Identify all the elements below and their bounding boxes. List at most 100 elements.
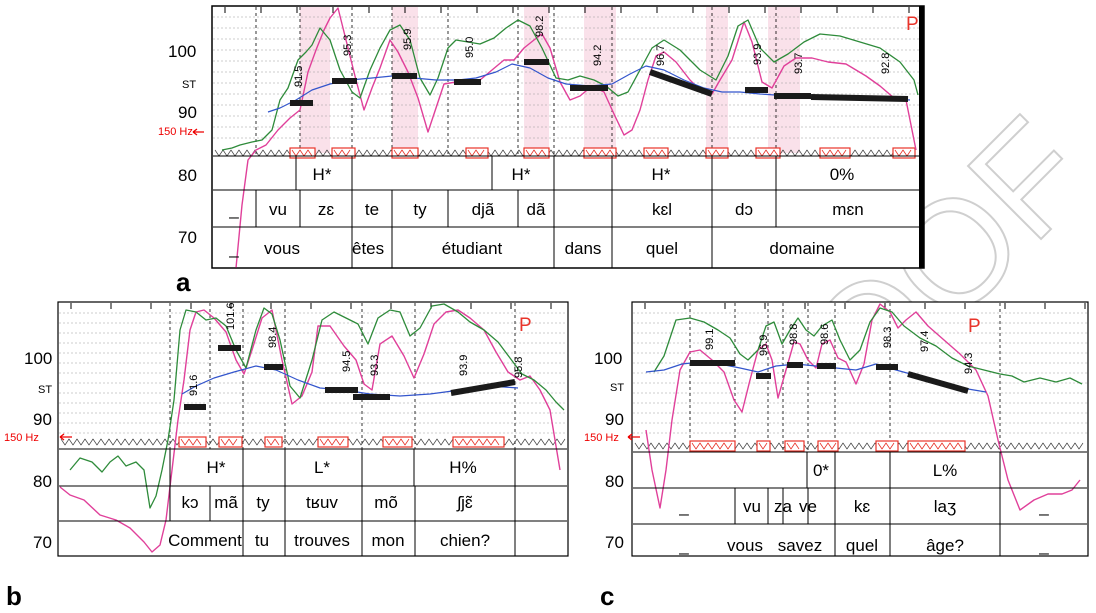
panel-a-grid (213, 7, 919, 159)
b-syllable-label: ty (256, 493, 270, 512)
a-nucleus-box (331, 147, 356, 159)
b-value-label: 94.5 (341, 351, 353, 372)
c-nucleus-box (907, 440, 966, 452)
b-stylized-segment (450, 379, 516, 396)
c-syllable-label: vu (743, 497, 761, 516)
a-value-label: 93.9 (752, 44, 764, 65)
panel-a-frame (211, 5, 925, 269)
panel-a-tiers: H* H* H* 0%_ vu zɛ te ty djã dã kɛl dɔ mɛn_ vous êtes é… (213, 155, 919, 269)
panel-b-marks: 91.6 101.6 98.4 94.5 93.3 93.9 95.8 (59, 302, 565, 553)
a-syllable-label: ty (413, 200, 427, 219)
a-freq-arrow (192, 128, 204, 136)
a-value-label: 95.3 (342, 35, 354, 56)
panel-b-letter: b (6, 581, 22, 611)
b-nucleus-box (264, 436, 283, 448)
c-value-label: 94.3 (963, 353, 975, 374)
b-p-marker: P (519, 315, 532, 336)
c-f0-green (653, 307, 1083, 385)
c-nucleus-hatch (691, 442, 733, 450)
a-tone-label: 0% (830, 165, 855, 184)
a-pink-band (584, 7, 616, 153)
b-word-label: Comment (168, 531, 242, 550)
a-pink-band (524, 7, 549, 153)
a-value-label: 94.2 (592, 45, 604, 66)
c-syllable-label: _ (678, 497, 689, 516)
a-syllable-label: zɛ (318, 200, 335, 219)
b-nucleus-hatch (319, 438, 345, 446)
a-f0-green (221, 19, 919, 151)
b-nucleus-box (218, 436, 243, 448)
b-nucleus-hatch (266, 438, 280, 446)
panel-a-marks: 91.5 95.3 95.9 95.0 98.2 94.2 96.7 93.9 93.7 92.8 (221, 7, 919, 269)
c-ytick-80: 80 (605, 472, 624, 491)
a-pink-band (768, 7, 800, 153)
b-value-label: 93.3 (369, 355, 381, 376)
c-syllable-label: _ (1038, 497, 1049, 516)
a-value-label: 91.5 (293, 66, 305, 87)
c-nucleus-hatch (877, 442, 895, 450)
b-ylabel: ST (38, 384, 52, 396)
c-word-label: _ (1038, 536, 1049, 555)
c-nucleus-box (784, 440, 805, 452)
b-value-label: 101.6 (225, 302, 237, 330)
a-value-label: 93.7 (793, 53, 805, 74)
panel-a: 100 ST 90 150 Hz 80 70 P 91.5 95.3 95.9 95.… (158, 5, 925, 297)
b-syllable-label: ʃjɛ̃ (456, 493, 473, 512)
a-nucleus-box (523, 147, 550, 159)
c-nucleus-box (689, 440, 736, 452)
b-syllable-label: tʁuv (306, 493, 338, 512)
a-word-label: dans (565, 239, 602, 258)
b-nucleus-box (452, 436, 505, 448)
c-value-label: 98.8 (788, 324, 800, 345)
c-ytick-100: 100 (594, 349, 622, 368)
a-ytick-100: 100 (168, 42, 196, 61)
c-nucleus-box (875, 440, 899, 452)
b-nucleus-hatch (180, 438, 202, 446)
c-value-label: 98.6 (819, 324, 831, 345)
a-stylized-segment (810, 94, 909, 102)
c-tone-label: 0* (813, 461, 829, 480)
a-value-label: 95.0 (464, 37, 476, 58)
panel-b-frame (57, 301, 569, 557)
b-nucleus-box (178, 436, 207, 448)
c-value-label: 99.1 (704, 329, 716, 350)
a-p-marker: P (906, 14, 919, 35)
a-nucleus-box (705, 147, 729, 159)
a-f0-magenta (235, 7, 917, 269)
c-nucleus-hatch (909, 442, 963, 450)
c-word-label: vous (727, 536, 763, 555)
c-nucleus-hatch (758, 442, 768, 450)
c-syllable-label: za (774, 497, 793, 516)
panel-a-letter: a (176, 267, 191, 297)
panel-c-grid (633, 303, 1087, 452)
c-freq-marker: 150 Hz (584, 432, 619, 444)
b-nucleus-hatch (454, 438, 500, 446)
a-nucleus-hatch (525, 149, 547, 157)
a-value-label: 96.7 (655, 45, 667, 66)
a-ytick-80: 80 (178, 166, 197, 185)
b-ytick-100: 100 (24, 349, 52, 368)
b-f0-magenta (59, 309, 561, 553)
panel-b-tiers: H* L* H% kɔ mã ty tʁuv mõ ʃjɛ̃ Comment tu trouves mo… (59, 448, 567, 557)
a-nucleus-hatch (757, 149, 779, 157)
b-ytick-90: 90 (33, 410, 52, 429)
panel-b: 100 ST 90 150 Hz 80 70 P 91.6 101.6 98.4 94… (4, 301, 569, 611)
c-nucleus-box (756, 440, 771, 452)
a-nucleus-hatch (467, 149, 485, 157)
a-nucleus-hatch (291, 149, 313, 157)
c-stylized-segment (907, 371, 969, 394)
a-nucleus-box (465, 147, 489, 159)
c-p-marker: P (968, 316, 981, 337)
a-ylabel: ST (182, 79, 196, 91)
b-value-label: 93.9 (458, 355, 470, 376)
a-freq-marker: 150 Hz (158, 126, 193, 138)
b-tone-label: H* (207, 458, 226, 477)
a-word-label: domaine (769, 239, 834, 258)
b-syllable-label: kɔ (182, 493, 199, 512)
c-ytick-90: 90 (605, 410, 624, 429)
c-syllable-label: laʒ (934, 497, 957, 516)
a-word-label: quel (646, 239, 678, 258)
b-freq-arrow (59, 433, 72, 441)
b-freq-marker: 150 Hz (4, 432, 39, 444)
